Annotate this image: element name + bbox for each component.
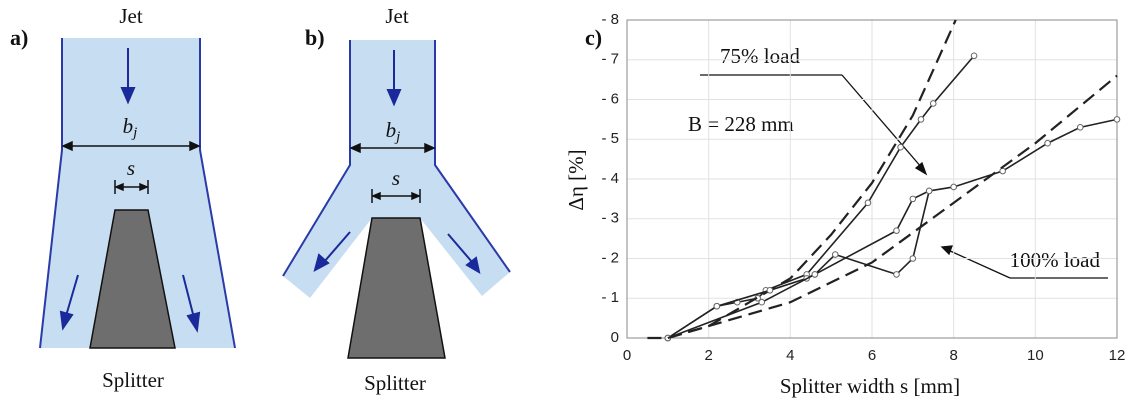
x-tick-label: 0 bbox=[623, 347, 631, 364]
annotation: B = 228 mm bbox=[688, 112, 794, 136]
data-point bbox=[893, 271, 900, 278]
y-tick-label: - 2 bbox=[601, 249, 619, 266]
panel-label: a) bbox=[10, 25, 28, 50]
x-axis-label: Splitter width s [mm] bbox=[780, 374, 960, 398]
width-label: bj bbox=[123, 114, 138, 142]
data-point bbox=[897, 143, 904, 151]
data-point bbox=[1076, 124, 1084, 131]
annotation-pointers bbox=[700, 74, 1108, 279]
width-label: bj bbox=[386, 118, 401, 146]
data-point bbox=[1113, 116, 1121, 123]
data-point bbox=[970, 52, 978, 60]
y-axis-label: Δη [%] bbox=[564, 149, 588, 210]
annotation: 75% load bbox=[720, 44, 800, 68]
x-tick-label: 2 bbox=[704, 347, 712, 364]
plot-frame bbox=[626, 19, 1118, 339]
data-point bbox=[929, 100, 937, 107]
y-tick-label: - 8 bbox=[601, 11, 619, 28]
gap-label: s bbox=[392, 166, 400, 190]
panel-label: b) bbox=[305, 25, 325, 50]
x-tick-label: 10 bbox=[1027, 347, 1044, 364]
annotation: 100% load bbox=[1010, 248, 1101, 272]
splitter-label: Splitter bbox=[102, 368, 164, 392]
x-tick-label: 6 bbox=[868, 347, 876, 364]
panel-a: a) Jet bj s Splitter bbox=[10, 4, 236, 392]
data-point bbox=[950, 183, 957, 191]
dimension-arrows bbox=[61, 140, 201, 194]
wall bbox=[282, 40, 351, 277]
data-point bbox=[831, 251, 839, 258]
series-line bbox=[667, 190, 930, 339]
y-tick-label: - 3 bbox=[601, 210, 619, 227]
data-point bbox=[999, 167, 1006, 175]
y-tick-label: - 4 bbox=[601, 170, 619, 187]
data-point bbox=[925, 187, 933, 195]
jet-label: Jet bbox=[119, 4, 142, 28]
data-point bbox=[713, 302, 721, 310]
data-point bbox=[917, 116, 925, 123]
y-tick-label: - 6 bbox=[601, 90, 619, 107]
y-tick-label: - 1 bbox=[601, 289, 619, 306]
jet-label: Jet bbox=[385, 4, 408, 28]
flow-arrows bbox=[59, 48, 201, 333]
data-point bbox=[893, 227, 900, 234]
panel-label: c) bbox=[585, 25, 602, 50]
wall bbox=[434, 40, 511, 273]
y-tick-label: 0 bbox=[611, 329, 619, 346]
jet-area bbox=[40, 38, 235, 348]
data-point bbox=[864, 199, 872, 207]
y-tick-label: - 5 bbox=[601, 130, 619, 147]
flow-arrows bbox=[313, 50, 481, 275]
gap-label: s bbox=[127, 156, 135, 180]
wall bbox=[199, 38, 236, 349]
dimension-arrows bbox=[349, 142, 436, 203]
data-point bbox=[811, 271, 819, 278]
data-point bbox=[766, 287, 774, 294]
x-tick-label: 4 bbox=[786, 347, 794, 364]
data-point bbox=[1044, 139, 1051, 147]
splitter-shape bbox=[89, 209, 176, 349]
y-tick-label: - 7 bbox=[601, 51, 619, 68]
series-line bbox=[667, 74, 1118, 340]
splitter-label: Splitter bbox=[364, 371, 426, 395]
data-point bbox=[758, 298, 766, 306]
data-point bbox=[909, 255, 917, 262]
panel-b: b) Jet bj s Splitter bbox=[282, 4, 511, 395]
splitter-shape bbox=[347, 217, 446, 359]
jet-area bbox=[283, 40, 510, 298]
chart: c) Splitter width s [mm] Δη [%] 75% load… bbox=[564, 11, 1126, 398]
data-point bbox=[909, 195, 917, 203]
series-line bbox=[667, 118, 1118, 339]
wall bbox=[39, 38, 63, 349]
x-tick-label: 8 bbox=[949, 347, 957, 364]
x-tick-label: 12 bbox=[1109, 347, 1126, 364]
series-line bbox=[647, 19, 957, 340]
